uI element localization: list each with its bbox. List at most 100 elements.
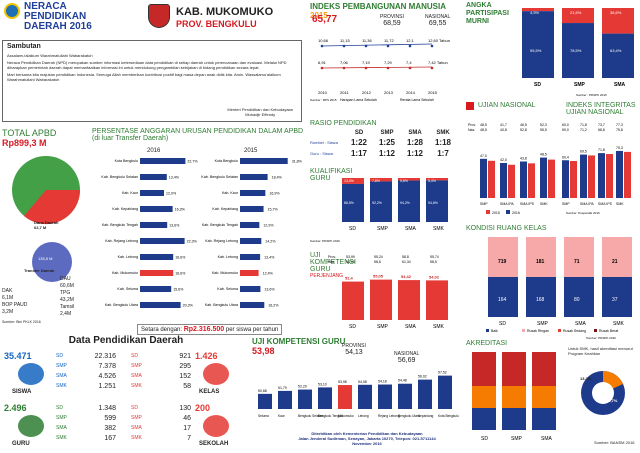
anggaran-2016-label: Kab. Seluma — [117, 287, 138, 291]
apm-bar-top — [562, 8, 594, 24]
anggaran-2015-bar — [240, 254, 261, 260]
anggaran-2015-bar — [240, 286, 261, 292]
ipm-legend-1: Harapan Lama Sekolah — [340, 98, 377, 102]
ukg-big-region: Lebong — [358, 414, 369, 418]
kondisi-top-label: 719 — [498, 259, 507, 265]
ukg-big-value: 53,98 — [338, 380, 347, 384]
un-prov: 48,5 — [480, 123, 487, 127]
kual-category: SMK — [433, 226, 445, 232]
apm-top-label: 21,5% — [570, 10, 582, 15]
sekolah-row: SMK 7 — [131, 435, 191, 442]
anggaran-2015-value: 13,6% — [264, 288, 275, 292]
anggaran-2016-bar — [140, 238, 185, 244]
anggaran-2016-bar — [140, 206, 173, 212]
anggaran-2015-bar — [240, 158, 288, 164]
kual-top-label: 7,8% — [372, 179, 380, 183]
anggaran-2016-label: Kab. Lebong — [118, 255, 138, 259]
un-bar-2015 — [520, 161, 527, 198]
kualifikasi-title: KUALIFIKASI GURU — [310, 168, 353, 182]
un-nas-label: Nas. — [468, 128, 475, 132]
anggaran-2016-bar — [140, 222, 168, 228]
ipm-title: INDEKS PEMBANGUNAN MANUSIA — [310, 2, 446, 11]
kelas-row: SD 921 — [131, 353, 191, 360]
akr-bar-mid — [502, 386, 526, 408]
rasio-value: 1:12 — [378, 149, 395, 158]
logo-kemdikbud — [4, 3, 20, 19]
rasio-header: SMK — [436, 130, 450, 136]
un-value: 48,5 — [540, 153, 547, 157]
siswa-row: SMA 4.526 — [56, 373, 116, 380]
guru-row: SD 1.348 — [56, 405, 116, 412]
ipm-top-label: 11,72 — [384, 38, 394, 43]
anggaran-2015-value: 16,2% — [268, 304, 279, 308]
kondisi-legend-swatch — [522, 329, 525, 332]
kual-category: SD — [349, 226, 356, 232]
un-bar-2016 — [488, 160, 495, 198]
ukg-small-bar — [342, 281, 364, 320]
transfer-pie — [32, 242, 72, 282]
ipm-top-label: 11,36 — [362, 38, 372, 43]
apbd-pie — [12, 156, 81, 225]
kual-bottom-label: 94,2% — [400, 201, 410, 205]
anggaran-2015-bar — [240, 270, 259, 276]
ii-bar-2016 — [606, 154, 613, 198]
apm-bottom-label: 78,5% — [570, 48, 582, 53]
kual-bottom-label: 94,6% — [428, 201, 438, 205]
sekolah-total: 200 — [195, 403, 211, 413]
ii-value: 60,4 — [562, 155, 569, 159]
rasio-panel: RASIO PENDIDIKAN SD SMP SMA SMK Rombel : Sis… — [310, 120, 460, 165]
ii-category: SMA IPS — [598, 202, 613, 206]
ukg-small-nas-label: Nas. — [328, 260, 335, 264]
anggaran-2015-label: Kab. Lebong — [218, 255, 238, 259]
ukg-big-panel: UJI KOMPETENSI GURU 53,98 PROVINSI 54,13 … — [252, 337, 464, 453]
kondisi-bar-rusak — [564, 237, 594, 277]
ipm-bottom-label: 7,42 Tahun — [428, 60, 448, 65]
ipm-top-line — [321, 43, 433, 47]
region-name: KAB. MUKOMUKO — [176, 6, 274, 18]
ii-bar-2015 — [616, 150, 623, 198]
anggaran-title: PERSENTASE ANGGARAN URUSAN PENDIDIKAN DA… — [92, 128, 304, 135]
anggaran-2015-label: Kab. Bengkulu Utara — [205, 303, 238, 307]
sambutan-panel: Sambutan Assalamu'alaikum Warahmatullahi… — [2, 40, 302, 122]
anggaran-2015-bar — [240, 302, 265, 308]
un-prov: 41,7 — [500, 123, 507, 127]
guru-row: SMK 167 — [56, 435, 116, 442]
ipm-legend-2: Rerata Lama Sekolah — [400, 98, 434, 102]
akr-category: SMA — [541, 436, 553, 442]
anggaran-2015-bar — [240, 222, 260, 228]
kelas-label: KELAS — [199, 389, 220, 395]
ukg-big-value: 51,79 — [278, 386, 287, 390]
anggaran-2015-value: 14,2% — [265, 240, 276, 244]
siswa-label: SISWA — [12, 389, 32, 395]
un-legend-swatch-2015 — [506, 210, 510, 214]
ukg-big-value: 54,48 — [398, 379, 407, 383]
apm-bar-top — [522, 8, 554, 12]
ii-prov: 73,7 — [598, 123, 605, 127]
rasio-header: SMA — [408, 130, 422, 136]
siswa-row: SMP 7.378 — [56, 363, 116, 370]
un-category: SMA IPS — [520, 202, 535, 206]
akr-bar-mid — [472, 386, 496, 408]
anggaran-2015-value: 13,4% — [264, 256, 275, 260]
apm-top-label: 4,5% — [530, 10, 540, 15]
kual-top-label: 5,4% — [428, 179, 436, 183]
ii-title: INDEKS INTEGRITAS UJIAN NASIONAL — [566, 102, 636, 116]
ii-bar-2016 — [624, 151, 631, 198]
ukg-big-value: 54,08 — [358, 380, 367, 384]
kual-bar-bottom — [398, 180, 420, 222]
kelas-total: 1.426 — [195, 351, 218, 361]
akr-bar-bottom — [472, 408, 496, 430]
ipm-top-point — [430, 44, 434, 48]
un-value: 42,0 — [500, 158, 507, 162]
kondisi-legend: Rusak Sedang — [563, 329, 586, 333]
kual-bar-bottom — [342, 183, 364, 222]
rasio-value: 1:22 — [350, 138, 367, 147]
apm-panel: ANGKA PARTISIPASI MURNI 4,5% 95,5% SD 21,5%… — [466, 2, 638, 102]
anggaran-footer: Setara dengan: Rp2.316.500 per siswa per… — [137, 324, 283, 335]
anggaran-2015-label: Kab. Seluma — [217, 287, 238, 291]
ukg-big-bar — [338, 385, 352, 409]
ipm-top-label: 10,66 — [318, 38, 329, 43]
sambutan-sign1: Menteri Pendidikan dan Kebudayaan — [227, 107, 293, 112]
un-nas: 55,5 — [540, 128, 547, 132]
anggaran-2016-value: 16,6% — [175, 272, 186, 276]
